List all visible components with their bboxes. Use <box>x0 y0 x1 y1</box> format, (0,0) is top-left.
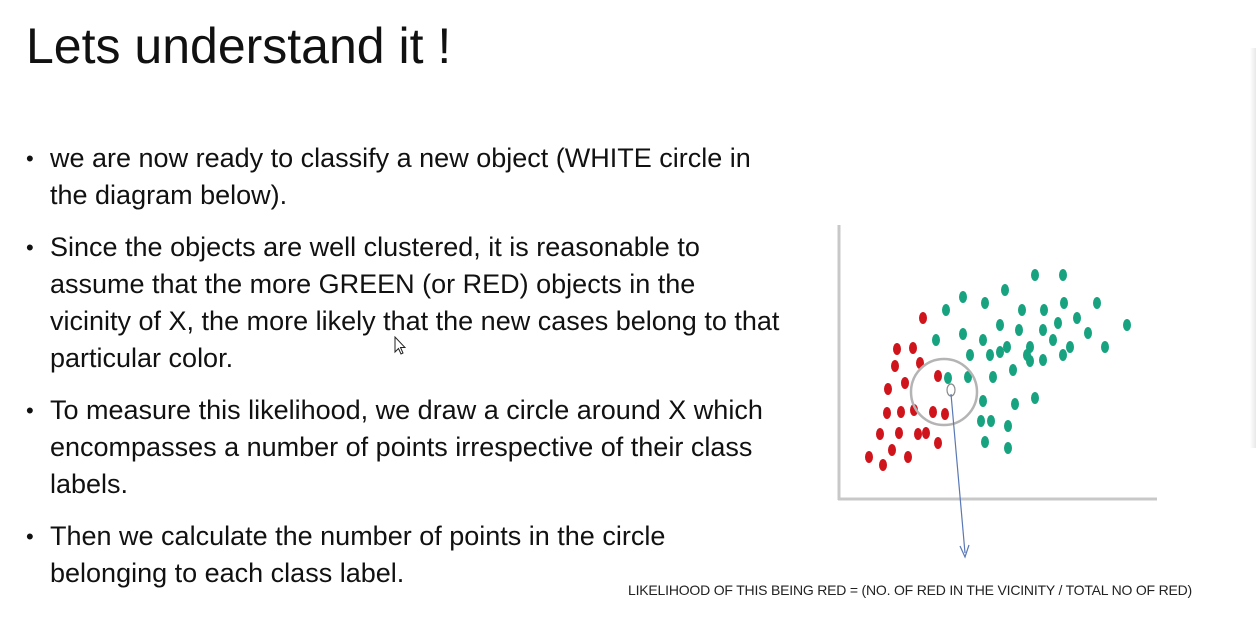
classification-diagram <box>837 225 1157 559</box>
bullet-dot: • <box>26 235 34 260</box>
data-point <box>959 291 967 303</box>
data-point <box>1084 327 1092 339</box>
data-point <box>979 334 987 346</box>
bullet-dot: • <box>26 146 34 171</box>
bullet-text: Since the objects are well clustered, it… <box>50 232 780 373</box>
data-point <box>1004 420 1012 432</box>
data-point <box>904 451 912 463</box>
slide-title: Lets understand it ! <box>26 18 452 74</box>
data-point <box>1003 341 1011 353</box>
bullet-item: • Since the objects are well clustered, i… <box>22 229 782 377</box>
data-point <box>1054 317 1062 329</box>
bullet-item: • Then we calculate the number of points … <box>22 518 782 592</box>
data-point <box>1123 319 1131 331</box>
data-point <box>1093 297 1101 309</box>
bullet-item: • To measure this likelihood, we draw a c… <box>22 392 782 503</box>
data-point <box>876 428 884 440</box>
data-point <box>987 415 995 427</box>
data-point <box>1023 349 1031 361</box>
data-point <box>964 371 972 383</box>
data-point <box>919 312 927 324</box>
data-point <box>932 334 940 346</box>
bullet-list: • we are now ready to classify a new obje… <box>22 140 782 607</box>
data-point <box>891 360 899 372</box>
window-edge <box>1250 48 1256 448</box>
arrow-line <box>950 393 966 554</box>
data-points <box>865 269 1131 471</box>
data-point <box>1039 354 1047 366</box>
data-point <box>884 383 892 395</box>
data-point <box>944 372 952 384</box>
diagram-axes <box>837 225 1157 501</box>
bullet-item: • we are now ready to classify a new obje… <box>22 140 782 214</box>
data-point <box>1066 341 1074 353</box>
data-point <box>934 370 942 382</box>
data-point <box>996 346 1004 358</box>
data-point <box>1060 297 1068 309</box>
data-point <box>981 436 989 448</box>
data-point <box>959 328 967 340</box>
data-point <box>996 319 1004 331</box>
data-point <box>1015 324 1023 336</box>
data-point <box>1040 304 1048 316</box>
neighborhood-circle <box>909 357 979 427</box>
likelihood-caption: LIKELIHOOD OF THIS BEING RED = (NO. OF R… <box>628 582 1193 598</box>
data-point <box>1101 341 1109 353</box>
data-point <box>981 297 989 309</box>
arrow-head <box>959 544 970 559</box>
data-point <box>1018 304 1026 316</box>
data-point <box>934 437 942 449</box>
data-point <box>914 428 922 440</box>
data-point <box>893 343 901 355</box>
data-point <box>1039 324 1047 336</box>
bullet-text: To measure this likelihood, we draw a ci… <box>50 395 763 499</box>
data-point <box>979 395 987 407</box>
data-point <box>909 342 917 354</box>
data-point <box>883 407 891 419</box>
data-point <box>977 415 985 427</box>
data-point <box>1049 334 1057 346</box>
data-point <box>901 377 909 389</box>
data-point <box>1031 269 1039 281</box>
data-point <box>1004 442 1012 454</box>
data-point <box>942 304 950 316</box>
data-point <box>910 404 918 416</box>
mouse-cursor-icon <box>394 336 406 355</box>
data-point <box>895 427 903 439</box>
data-point <box>865 451 873 463</box>
data-point <box>888 444 896 456</box>
data-point <box>897 406 905 418</box>
data-point <box>879 459 887 471</box>
bullet-dot: • <box>26 398 34 423</box>
data-point <box>1073 312 1081 324</box>
data-point <box>1059 349 1067 361</box>
data-point <box>922 427 930 439</box>
bullet-text: Then we calculate the number of points i… <box>50 521 666 588</box>
data-point <box>1059 269 1067 281</box>
data-point <box>986 349 994 361</box>
pointer-arrow <box>950 393 970 559</box>
data-point <box>966 349 974 361</box>
data-point <box>1009 364 1017 376</box>
bullet-dot: • <box>26 524 34 549</box>
data-point <box>1001 284 1009 296</box>
data-point <box>1011 398 1019 410</box>
data-point <box>989 371 997 383</box>
data-point <box>1031 392 1039 404</box>
data-point <box>941 408 949 420</box>
bullet-text: we are now ready to classify a new objec… <box>50 143 751 210</box>
data-point <box>929 406 937 418</box>
